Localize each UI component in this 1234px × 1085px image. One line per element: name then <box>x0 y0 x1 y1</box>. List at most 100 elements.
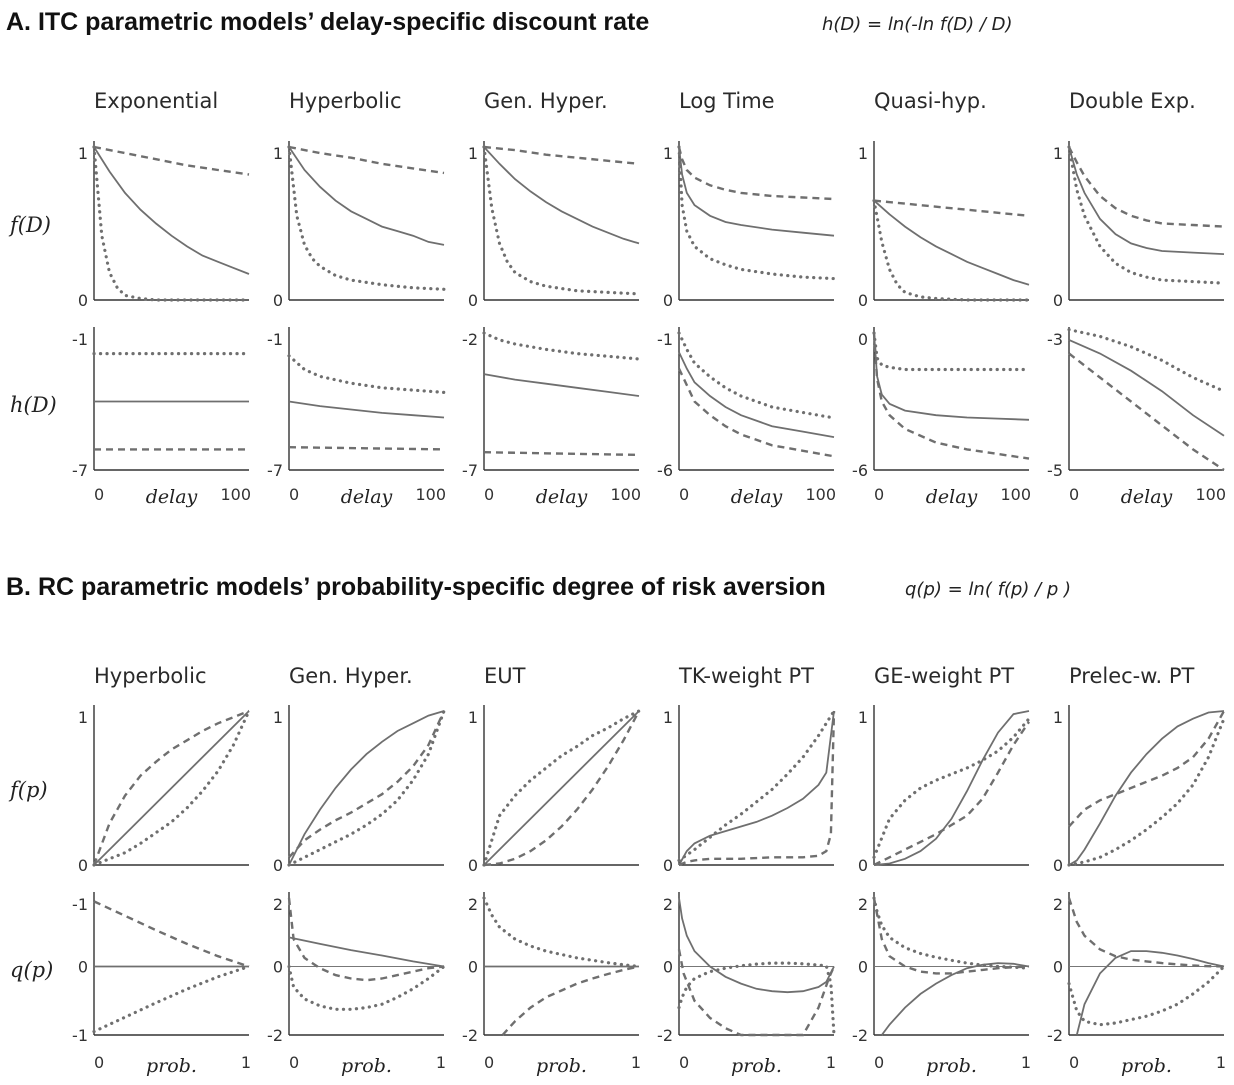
section-b-hyperbolic-x-tick-end: 1 <box>241 1053 251 1072</box>
section-a-gen-hyper-x-tick-end: 100 <box>610 485 641 504</box>
section-a-title: A. ITC parametric models’ delay-specific… <box>6 8 649 36</box>
section-b-tk-weight-pt-bottom-y-tick-label: -2 <box>657 1026 673 1045</box>
section-b-hyperbolic-bottom-y-tick-label: -1 <box>72 1026 88 1045</box>
section-a-exponential-panel: Exponential 1 0 -1 -7 0 100 delay <box>72 89 251 508</box>
section-b-hyperbolic-x-label: prob. <box>146 1055 197 1077</box>
section-a-quasi-hyp-panel: Quasi-hyp.100-60 100delay <box>852 89 1031 508</box>
section-a-hyperbolic-x-tick-start: 0 <box>289 485 299 504</box>
section-b-hyperbolic-x-tick-start: 0 <box>94 1053 104 1072</box>
section-b-ge-weight-pt-bottom-y-tick-label: -2 <box>852 1026 868 1045</box>
section-b-tk-weight-pt-x-tick-end: 1 <box>826 1053 836 1072</box>
section-b-ge-weight-pt-title: GE-weight PT <box>874 664 1014 688</box>
section-a-double-exp-top-y-tick-label: 0 <box>1053 291 1063 310</box>
section-a-gen-hyper-panel: Gen. Hyper. 1 0 -2 -7 0 100 delay <box>462 89 641 508</box>
section-b-prelec-w-pt-bottom-series-solid <box>1077 951 1224 1035</box>
section-b-prelec-w-pt-top-series-dotted <box>1069 719 1224 865</box>
section-b-gen-hyper-title: Gen. Hyper. <box>289 664 413 688</box>
section-b-gen-hyper-x-tick-end: 1 <box>436 1053 446 1072</box>
section-b-gen-hyper-bottom-series-solid <box>289 937 444 966</box>
section-b-eut-panel: EUT 1 0 2 0 -2 0 1 prob. <box>462 664 641 1077</box>
section-a-exponential-x-tick-start: 0 <box>94 485 104 504</box>
section-b-ge-weight-pt-bottom-y-tick-label: 2 <box>858 895 868 914</box>
section-b-ge-weight-pt-top-y-tick-label: 0 <box>858 856 868 875</box>
section-a-hyperbolic-panel: Hyperbolic 1 0 -1 -7 0 100 delay <box>267 89 446 508</box>
section-a-gen-hyper-x-label: delay <box>536 486 588 508</box>
section-b-prelec-w-pt-panel: Prelec-w. PT1020-20 1prob. <box>1047 664 1226 1077</box>
section-b-hyperbolic-top-y-tick-label: 1 <box>78 708 88 727</box>
section-b-ge-weight-pt-bottom-y-tick-label: 0 <box>858 958 868 977</box>
section-a-formula: h(D) = ln(-ln f(D) / D) <box>822 14 1013 35</box>
section-b-gen-hyper-x-label: prob. <box>341 1055 392 1077</box>
section-b-gen-hyper-bottom-y-tick-label: 2 <box>273 895 283 914</box>
section-b-title: B. RC parametric models’ probability-spe… <box>6 573 826 601</box>
section-b-ge-weight-pt-top-y-tick-label: 1 <box>858 708 868 727</box>
section-b-tk-weight-pt-bottom-y-tick-label: 2 <box>663 895 673 914</box>
section-a-hyperbolic-top-y-tick-label: 0 <box>273 291 283 310</box>
section-b-eut-top-y-tick-label: 0 <box>468 856 478 875</box>
section-a-log-time-top-y-tick-label: 1 <box>663 144 673 163</box>
section-a-quasi-hyp-x-tick-end: 100 <box>1000 485 1031 504</box>
section-a-quasi-hyp-bottom-series-dashed <box>874 333 1029 459</box>
section-a-quasi-hyp-bottom-series-solid <box>874 333 1029 420</box>
section-b-eut-x-label: prob. <box>536 1055 587 1077</box>
section-a-double-exp-top-y-tick-label: 1 <box>1053 144 1063 163</box>
section-b-eut-top-y-tick-label: 1 <box>468 708 478 727</box>
section-a-log-time-x-tick-end: 100 <box>805 485 836 504</box>
section-a-exponential-bottom-y-tick-label: -7 <box>72 461 88 480</box>
section-a-gen-hyper-title: Gen. Hyper. <box>484 89 608 113</box>
section-b-hyperbolic-bottom-y-tick-label: -1 <box>72 895 88 914</box>
section-a-exponential-title: Exponential <box>94 89 218 113</box>
section-a-gen-hyper-bottom-series-dotted <box>484 333 639 359</box>
section-b-top-ylabel: f(p) <box>8 778 48 802</box>
section-b-hyperbolic-bottom-y-tick-label: 0 <box>78 958 88 977</box>
section-a-gen-hyper-top-series-dashed <box>484 147 639 164</box>
section-b-tk-weight-pt-bottom-y-tick-label: 0 <box>663 958 673 977</box>
section-a-double-exp-bottom-series-solid <box>1069 340 1224 436</box>
section-b-prelec-w-pt-bottom-series-dashed <box>1069 898 1224 967</box>
section-a-double-exp-x-tick-end: 100 <box>1195 485 1226 504</box>
section-b-prelec-w-pt-top-y-tick-label: 0 <box>1053 856 1063 875</box>
section-b-prelec-w-pt-bottom-series-dotted <box>1069 967 1224 1025</box>
section-b-ge-weight-pt-bottom-series-solid <box>882 963 1029 1035</box>
section-a-double-exp-bottom-y-tick-label: -5 <box>1047 461 1063 480</box>
section-b-prelec-w-pt-x-label: prob. <box>1121 1055 1172 1077</box>
section-a-double-exp-x-label: delay <box>1121 486 1173 508</box>
section-b-tk-weight-pt-top-series-solid <box>679 711 834 865</box>
section-a-quasi-hyp-bottom-y-tick-label: 0 <box>858 330 868 349</box>
section-a-hyperbolic-top-y-tick-label: 1 <box>273 144 283 163</box>
section-a-hyperbolic-x-tick-end: 100 <box>415 485 446 504</box>
section-a-double-exp-panel: Double Exp.10-3-50 100delay <box>1047 89 1226 508</box>
section-b-prelec-w-pt-top-series-solid <box>1069 711 1224 865</box>
section-b-eut-x-tick-end: 1 <box>631 1053 641 1072</box>
section-b-ge-weight-pt-panel: GE-weight PT 1 0 2 0 -2 0 1 prob. <box>852 664 1031 1077</box>
section-b-hyperbolic-bottom-series-dashed <box>94 901 249 966</box>
section-a-log-time-top-y-tick-label: 0 <box>663 291 673 310</box>
section-b-tk-weight-pt-bottom-series-solid <box>679 898 834 992</box>
section-a-gen-hyper-bottom-y-tick-label: -2 <box>462 330 478 349</box>
section-a-log-time-bottom-y-tick-label: -1 <box>657 330 673 349</box>
section-a-quasi-hyp-x-tick-start: 0 <box>874 485 884 504</box>
section-b-hyperbolic-bottom-series-dotted <box>94 967 249 1032</box>
section-b-gen-hyper-top-y-tick-label: 1 <box>273 708 283 727</box>
section-b-eut-bottom-series-dotted <box>484 898 639 967</box>
section-a-quasi-hyp-top-y-tick-label: 1 <box>858 144 868 163</box>
section-b-tk-weight-pt-top-y-tick-label: 1 <box>663 708 673 727</box>
section-b-formula: q(p) = ln( f(p) / p ) <box>905 579 1071 600</box>
section-a-gen-hyper-bottom-series-solid <box>484 374 639 396</box>
section-b-gen-hyper-top-series-solid <box>289 711 444 865</box>
section-b-ge-weight-pt-x-tick-end: 1 <box>1021 1053 1031 1072</box>
section-b-ge-weight-pt-x-tick-start: 0 <box>874 1053 884 1072</box>
section-a-quasi-hyp-top-series-dashed <box>874 201 1029 216</box>
section-a-hyperbolic-bottom-y-tick-label: -1 <box>267 330 283 349</box>
section-b-prelec-w-pt-bottom-y-tick-label: 2 <box>1053 895 1063 914</box>
section-b-gen-hyper-top-series-dotted <box>289 711 444 865</box>
section-b-hyperbolic-title: Hyperbolic <box>94 664 207 688</box>
section-a-gen-hyper-bottom-series-dashed <box>484 452 639 455</box>
section-a-double-exp-title: Double Exp. <box>1069 89 1196 113</box>
section-b-eut-bottom-series-dashed <box>503 967 639 1036</box>
section-a-bottom-ylabel: h(D) <box>10 393 57 417</box>
section-a-quasi-hyp-x-label: delay <box>926 486 978 508</box>
section-a-hyperbolic-bottom-series-dashed <box>289 447 444 449</box>
section-b-tk-weight-pt-bottom-series-dashed <box>679 949 834 1035</box>
